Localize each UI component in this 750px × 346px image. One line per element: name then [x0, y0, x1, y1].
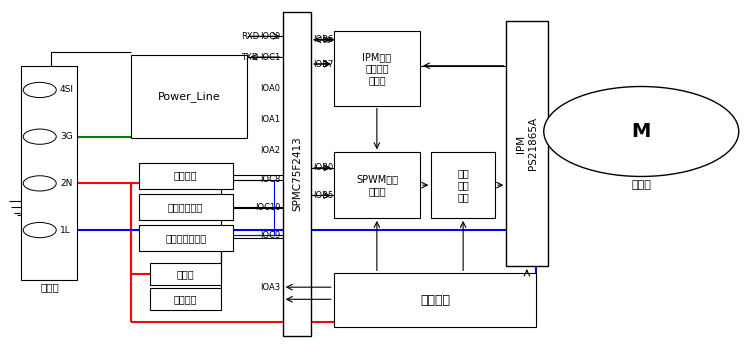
Bar	[334, 152, 420, 218]
Text: SPMC75F2413: SPMC75F2413	[292, 136, 302, 211]
Text: IPM使能
和出错信
号处理: IPM使能 和出错信 号处理	[362, 52, 392, 85]
Circle shape	[544, 86, 739, 176]
Text: 压缩机: 压缩机	[632, 180, 651, 190]
Text: 2N: 2N	[60, 179, 72, 188]
Text: 四通阀: 四通阀	[177, 269, 194, 279]
Bar	[150, 263, 221, 285]
Text: IOA2: IOA2	[260, 146, 280, 155]
Bar	[139, 163, 232, 189]
Text: IOA3: IOA3	[260, 283, 280, 292]
Text: 室外风机: 室外风机	[174, 294, 197, 304]
Text: 4SI: 4SI	[60, 85, 74, 94]
Bar	[131, 55, 248, 138]
Text: IOC8: IOC8	[260, 175, 280, 184]
Text: IPM
PS21865A: IPM PS21865A	[516, 117, 538, 170]
Text: IOB6: IOB6	[314, 35, 334, 44]
Text: IOA1: IOA1	[260, 115, 280, 124]
Text: 室外温度: 室外温度	[174, 171, 197, 181]
Text: 光电
隔离
驱动: 光电 隔离 驱动	[458, 169, 469, 202]
Bar	[139, 225, 232, 251]
Circle shape	[23, 176, 56, 191]
Text: 室外盘管温度: 室外盘管温度	[168, 202, 203, 212]
Text: IOC1: IOC1	[260, 53, 280, 62]
Text: IOB5: IOB5	[314, 191, 334, 200]
Text: IOC0: IOC0	[260, 32, 280, 41]
Bar	[283, 12, 311, 336]
Text: IOC10: IOC10	[255, 203, 280, 212]
Text: M: M	[632, 122, 651, 141]
Text: 电源供应: 电源供应	[420, 294, 450, 307]
Bar	[21, 66, 77, 280]
Text: IOB0: IOB0	[314, 163, 334, 172]
Text: 1L: 1L	[60, 226, 70, 235]
Text: 接线排: 接线排	[40, 282, 58, 292]
Bar	[334, 273, 536, 327]
Text: IOB7: IOB7	[314, 60, 334, 69]
Text: IOA0: IOA0	[260, 84, 280, 93]
Text: SPWM信号
缓冲级: SPWM信号 缓冲级	[356, 174, 398, 196]
Text: TXD: TXD	[242, 53, 259, 62]
Circle shape	[23, 82, 56, 98]
Bar	[334, 31, 420, 106]
Bar	[431, 152, 495, 218]
Text: Power_Line: Power_Line	[158, 91, 220, 102]
Bar	[139, 194, 232, 220]
Bar	[150, 288, 221, 310]
Text: 3G: 3G	[60, 132, 73, 141]
Text: IOC9: IOC9	[260, 231, 280, 240]
Circle shape	[23, 129, 56, 144]
Bar	[506, 21, 548, 266]
Text: RXD: RXD	[241, 32, 259, 41]
Circle shape	[23, 222, 56, 238]
Text: 压缩机出口温度: 压缩机出口温度	[165, 233, 206, 243]
